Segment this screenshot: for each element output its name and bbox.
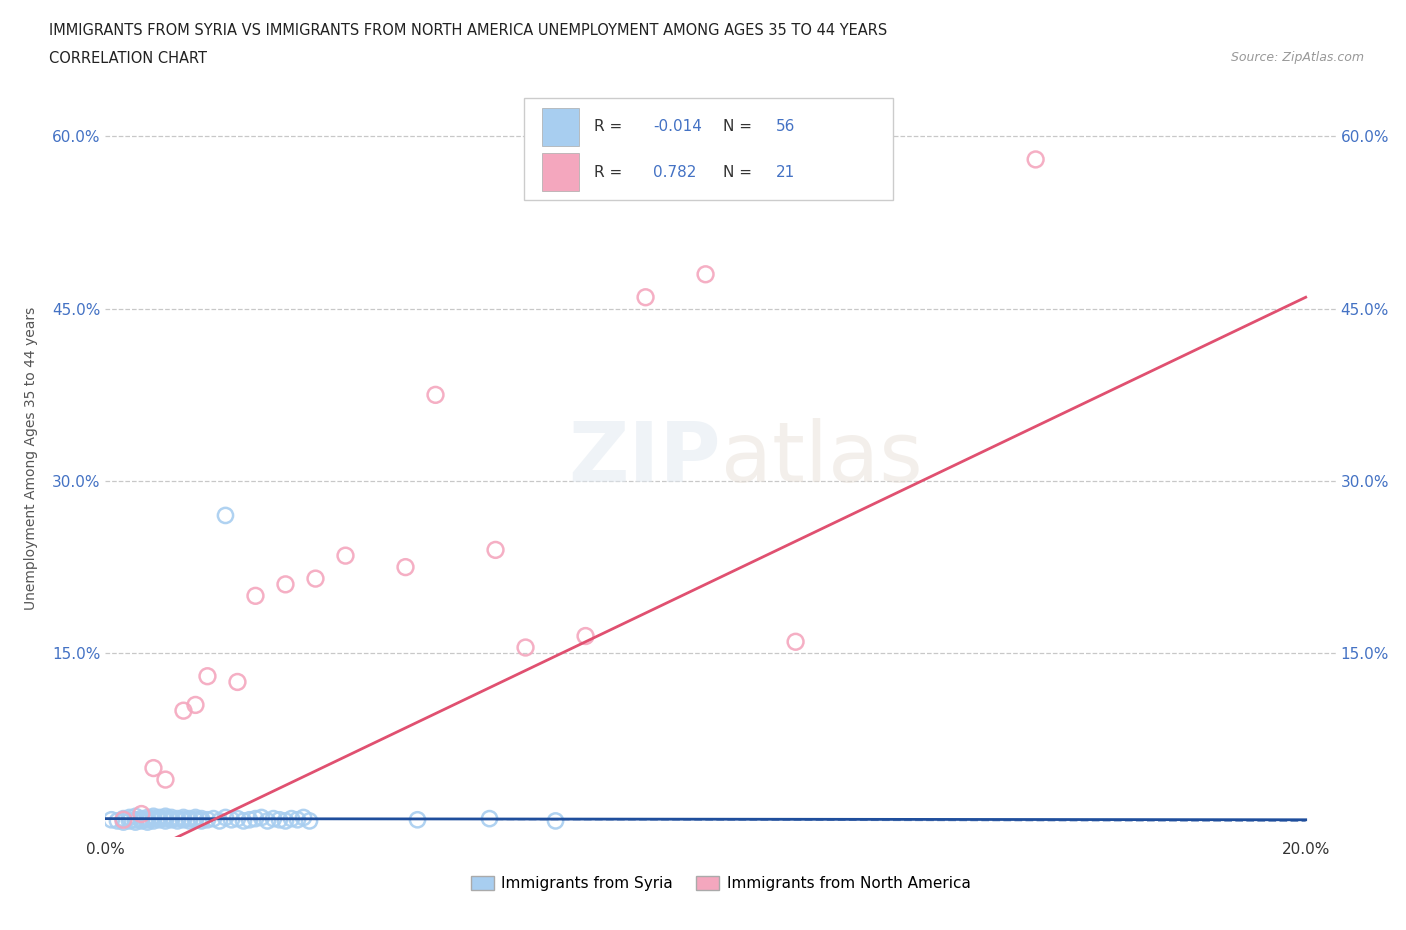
- Point: [785, 634, 807, 649]
- Legend: Immigrants from Syria, Immigrants from North America: Immigrants from Syria, Immigrants from N…: [464, 870, 977, 897]
- Point: [478, 811, 501, 826]
- Point: [394, 560, 416, 575]
- Point: [263, 811, 285, 826]
- Bar: [543, 153, 579, 192]
- Point: [172, 810, 194, 825]
- Point: [202, 811, 225, 826]
- Point: [287, 812, 309, 827]
- Point: [100, 812, 122, 827]
- Text: R =: R =: [593, 165, 627, 179]
- Point: [226, 811, 249, 826]
- Point: [172, 812, 194, 827]
- Point: [155, 809, 177, 824]
- Text: atlas: atlas: [721, 418, 922, 498]
- Y-axis label: Unemployment Among Ages 35 to 44 years: Unemployment Among Ages 35 to 44 years: [24, 306, 38, 610]
- Point: [184, 810, 207, 825]
- Text: N =: N =: [723, 119, 756, 134]
- Text: CORRELATION CHART: CORRELATION CHART: [49, 51, 207, 66]
- Bar: [524, 98, 893, 200]
- Text: 56: 56: [776, 119, 796, 134]
- Point: [124, 809, 146, 824]
- Point: [155, 772, 177, 787]
- Point: [232, 814, 254, 829]
- Point: [292, 810, 315, 825]
- Point: [695, 267, 717, 282]
- Text: 0.782: 0.782: [652, 165, 696, 179]
- Point: [160, 810, 183, 825]
- Point: [124, 812, 146, 827]
- Point: [179, 814, 201, 829]
- Point: [136, 812, 159, 827]
- Point: [155, 814, 177, 829]
- Point: [142, 811, 165, 826]
- Point: [112, 811, 135, 826]
- Point: [238, 812, 260, 827]
- Point: [118, 814, 141, 829]
- Point: [184, 698, 207, 712]
- Point: [142, 809, 165, 824]
- Point: [304, 571, 326, 586]
- Point: [190, 814, 212, 829]
- Point: [245, 811, 267, 826]
- Point: [148, 812, 170, 827]
- Point: [179, 811, 201, 826]
- Point: [484, 542, 506, 557]
- Point: [155, 811, 177, 826]
- Point: [574, 629, 596, 644]
- Point: [245, 589, 267, 604]
- Point: [131, 811, 153, 826]
- Text: Source: ZipAtlas.com: Source: ZipAtlas.com: [1230, 51, 1364, 64]
- Bar: [543, 108, 579, 146]
- Point: [112, 812, 135, 827]
- Text: 21: 21: [776, 165, 796, 179]
- Point: [166, 811, 188, 826]
- Point: [250, 810, 273, 825]
- Point: [197, 669, 219, 684]
- Point: [1025, 152, 1047, 166]
- Point: [184, 812, 207, 827]
- Point: [269, 812, 291, 827]
- Point: [160, 812, 183, 827]
- Text: R =: R =: [593, 119, 627, 134]
- Point: [172, 703, 194, 718]
- Point: [634, 290, 657, 305]
- Point: [214, 508, 236, 523]
- Text: ZIP: ZIP: [568, 418, 721, 498]
- Point: [406, 812, 429, 827]
- Point: [221, 812, 243, 827]
- Point: [226, 674, 249, 689]
- Point: [544, 814, 567, 829]
- Point: [197, 812, 219, 827]
- Point: [131, 814, 153, 829]
- Point: [214, 810, 236, 825]
- Point: [335, 548, 357, 563]
- Point: [131, 806, 153, 821]
- Point: [256, 814, 278, 829]
- Point: [298, 814, 321, 829]
- Point: [208, 814, 231, 829]
- Point: [136, 815, 159, 830]
- Point: [274, 577, 297, 591]
- Point: [274, 814, 297, 829]
- Point: [190, 811, 212, 826]
- Point: [112, 815, 135, 830]
- Point: [124, 815, 146, 830]
- Point: [148, 810, 170, 825]
- Point: [142, 761, 165, 776]
- Point: [425, 388, 447, 403]
- Text: N =: N =: [723, 165, 756, 179]
- Point: [280, 811, 302, 826]
- Text: IMMIGRANTS FROM SYRIA VS IMMIGRANTS FROM NORTH AMERICA UNEMPLOYMENT AMONG AGES 3: IMMIGRANTS FROM SYRIA VS IMMIGRANTS FROM…: [49, 23, 887, 38]
- Point: [136, 810, 159, 825]
- Point: [107, 814, 129, 829]
- Point: [118, 810, 141, 825]
- Point: [142, 814, 165, 829]
- Text: -0.014: -0.014: [652, 119, 702, 134]
- Point: [166, 814, 188, 829]
- Point: [515, 640, 537, 655]
